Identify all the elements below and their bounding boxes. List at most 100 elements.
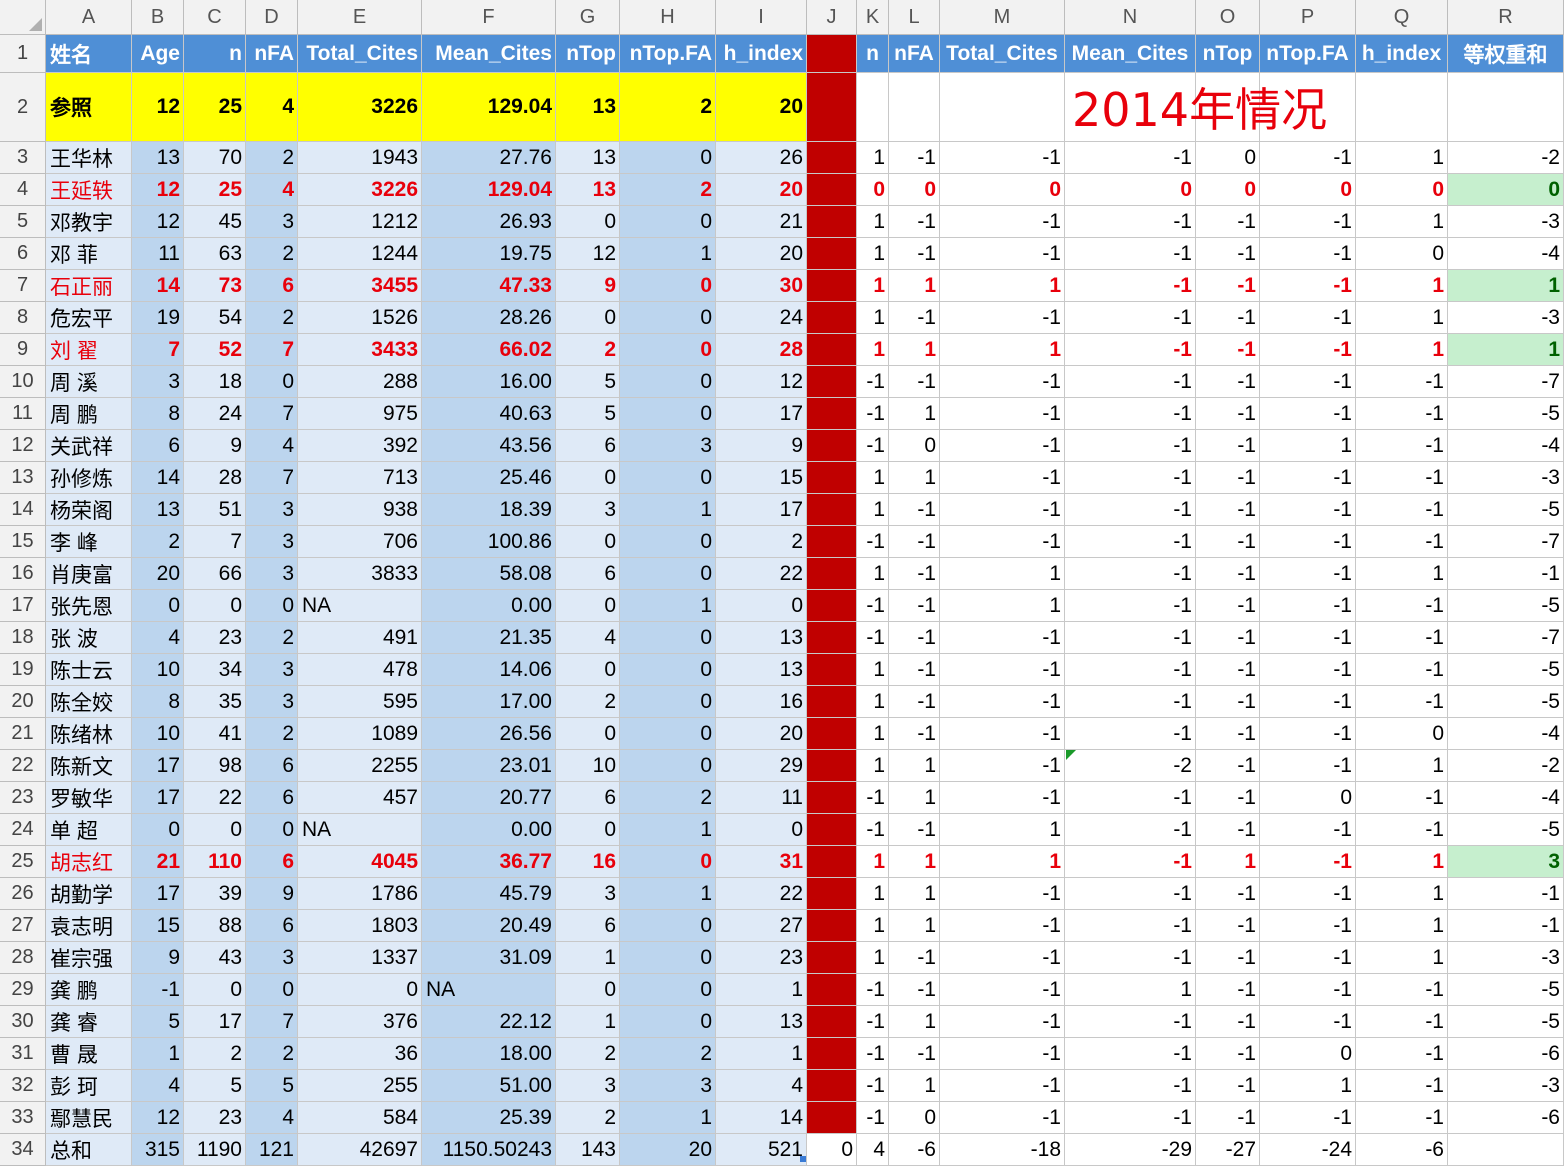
score-cell-P[interactable]: -1 [1260,462,1356,494]
score-cell-O[interactable]: -1 [1196,366,1260,398]
data-cell-H[interactable]: 2 [620,174,716,206]
score-cell-N[interactable]: -1 [1065,558,1196,590]
data-cell-D[interactable]: 2 [246,238,298,270]
data-cell-C[interactable]: 35 [184,686,246,718]
score-cell-M[interactable]: -1 [940,654,1065,686]
score-cell-R[interactable]: 1 [1448,334,1564,366]
score-cell-K[interactable]: -1 [857,590,889,622]
data-cell-I[interactable]: 13 [716,1006,807,1038]
data-cell-G[interactable]: 6 [556,430,620,462]
score-cell-Q[interactable]: 1 [1356,750,1448,782]
row-header-18[interactable]: 18 [0,622,46,654]
data-cell-I[interactable]: 23 [716,942,807,974]
score-cell-M[interactable]: 1 [940,558,1065,590]
data-cell-B[interactable]: 14 [132,462,184,494]
row-header-14[interactable]: 14 [0,494,46,526]
data-cell-C[interactable]: 51 [184,494,246,526]
score-cell-Q[interactable]: -1 [1356,1102,1448,1134]
data-cell-B[interactable]: 8 [132,398,184,430]
score-cell-M[interactable]: -1 [940,878,1065,910]
score-cell-L[interactable]: -1 [889,942,940,974]
name-cell[interactable]: 王延轶 [46,174,132,206]
score-cell-K[interactable]: 0 [857,174,889,206]
data-cell-B[interactable]: 11 [132,238,184,270]
data-cell-D[interactable]: 0 [246,366,298,398]
data-cell-G[interactable]: 13 [556,174,620,206]
score-cell-K[interactable]: 1 [857,558,889,590]
spacer-cell-J[interactable] [807,782,857,814]
data-cell-H[interactable]: 0 [620,718,716,750]
row-header-1[interactable]: 1 [0,35,46,73]
score-cell-R[interactable]: -5 [1448,974,1564,1006]
name-cell[interactable]: 石正丽 [46,270,132,302]
score-cell-O[interactable]: -1 [1196,302,1260,334]
header-cell-E[interactable]: Total_Cites [298,35,422,73]
data-cell-D[interactable]: 3 [246,942,298,974]
name-cell[interactable]: 李 峰 [46,526,132,558]
data-cell-D[interactable]: 3 [246,558,298,590]
data-cell-E[interactable]: 376 [298,1006,422,1038]
row-header-34[interactable]: 34 [0,1134,46,1166]
spacer-cell-J[interactable] [807,974,857,1006]
data-cell-I[interactable]: 1 [716,974,807,1006]
score-cell-M[interactable]: -1 [940,494,1065,526]
score-cell-N[interactable]: -1 [1065,526,1196,558]
column-header-N[interactable]: N [1065,0,1196,35]
reference-cell-Q[interactable] [1356,73,1448,142]
name-cell[interactable]: 鄢慧民 [46,1102,132,1134]
data-cell-F[interactable]: 22.12 [422,1006,556,1038]
data-cell-B[interactable]: 10 [132,654,184,686]
score-cell-R[interactable]: -5 [1448,398,1564,430]
data-cell-E[interactable]: 2255 [298,750,422,782]
score-cell-M[interactable]: -1 [940,142,1065,174]
data-cell-H[interactable]: 2 [620,1038,716,1070]
score-cell-K[interactable]: -1 [857,526,889,558]
total-cell-F[interactable]: 1150.50243 [422,1134,556,1166]
score-cell-O[interactable]: -1 [1196,622,1260,654]
data-cell-C[interactable]: 34 [184,654,246,686]
reference-cell-R[interactable] [1448,73,1564,142]
data-cell-F[interactable]: 27.76 [422,142,556,174]
header-cell-Q[interactable]: h_index [1356,35,1448,73]
score-cell-O[interactable]: -1 [1196,654,1260,686]
data-cell-F[interactable]: 25.46 [422,462,556,494]
score-cell-R[interactable]: -3 [1448,1070,1564,1102]
data-cell-H[interactable]: 3 [620,1070,716,1102]
data-cell-E[interactable]: 1943 [298,142,422,174]
data-cell-H[interactable]: 2 [620,782,716,814]
data-cell-G[interactable]: 2 [556,686,620,718]
score-cell-O[interactable]: -1 [1196,494,1260,526]
score-cell-K[interactable]: -1 [857,1102,889,1134]
data-cell-I[interactable]: 0 [716,590,807,622]
data-cell-G[interactable]: 2 [556,334,620,366]
score-cell-R[interactable]: -1 [1448,910,1564,942]
data-cell-G[interactable]: 0 [556,590,620,622]
score-cell-O[interactable]: -1 [1196,718,1260,750]
score-cell-M[interactable]: 1 [940,334,1065,366]
data-cell-G[interactable]: 3 [556,878,620,910]
data-cell-C[interactable]: 18 [184,366,246,398]
data-cell-G[interactable]: 5 [556,398,620,430]
data-cell-C[interactable]: 66 [184,558,246,590]
score-cell-Q[interactable]: 1 [1356,142,1448,174]
reference-cell-M[interactable] [940,73,1065,142]
data-cell-C[interactable]: 52 [184,334,246,366]
score-cell-R[interactable]: -7 [1448,366,1564,398]
data-cell-E[interactable]: 1786 [298,878,422,910]
fill-handle[interactable] [800,1156,806,1162]
row-header-3[interactable]: 3 [0,142,46,174]
name-cell[interactable]: 张 波 [46,622,132,654]
score-cell-O[interactable]: -1 [1196,910,1260,942]
score-cell-O[interactable]: -1 [1196,206,1260,238]
score-cell-L[interactable]: -1 [889,494,940,526]
score-cell-N[interactable]: -1 [1065,1070,1196,1102]
score-cell-Q[interactable]: 1 [1356,910,1448,942]
score-cell-R[interactable]: -5 [1448,1006,1564,1038]
total-cell-R[interactable] [1448,1134,1564,1166]
row-header-17[interactable]: 17 [0,590,46,622]
row-header-6[interactable]: 6 [0,238,46,270]
data-cell-D[interactable]: 6 [246,910,298,942]
total-cell-L[interactable]: -6 [889,1134,940,1166]
data-cell-F[interactable]: 25.39 [422,1102,556,1134]
reference-cell-A[interactable]: 参照 [46,73,132,142]
